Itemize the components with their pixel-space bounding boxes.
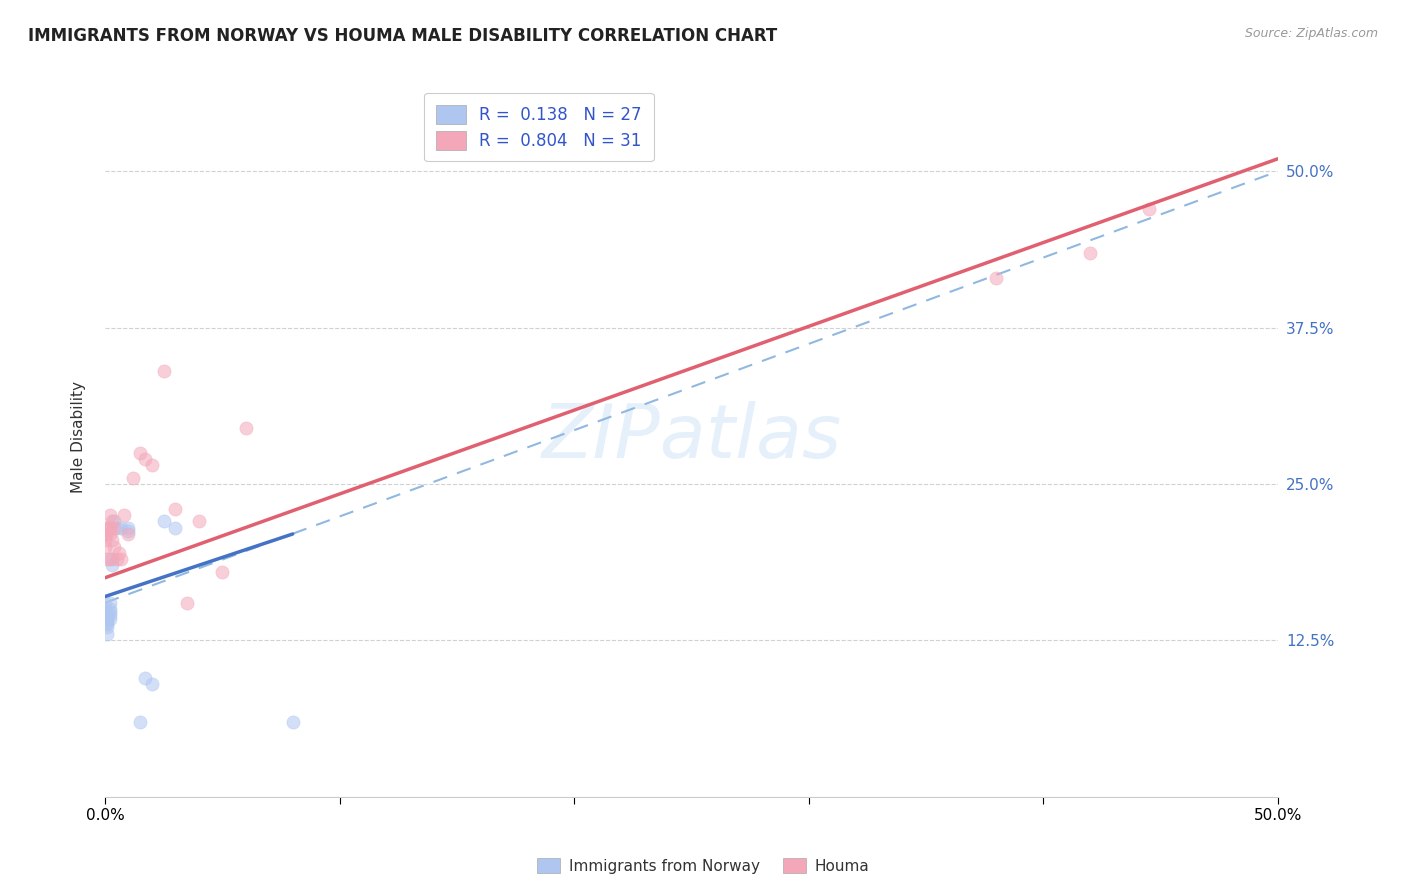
Point (98, 527, 121, 541)
Text: Source: ZipAtlas.com: Source: ZipAtlas.com (1244, 27, 1378, 40)
Point (96, 627, 118, 641)
Point (96, 608, 118, 623)
Point (94, 540, 117, 554)
Point (152, 515, 174, 529)
Point (98, 508, 121, 523)
Point (986, 270, 1008, 285)
Point (165, 521, 187, 535)
Point (98, 596, 121, 610)
Legend: R =  0.138   N = 27, R =  0.804   N = 31: R = 0.138 N = 27, R = 0.804 N = 31 (425, 93, 654, 161)
Point (101, 552, 124, 566)
Point (101, 515, 124, 529)
Point (117, 524, 139, 539)
Point (134, 671, 156, 685)
Point (98, 602, 121, 616)
Point (98, 605, 121, 619)
Point (94, 521, 117, 535)
Point (105, 552, 128, 566)
Point (122, 471, 145, 485)
Legend: Immigrants from Norway, Houma: Immigrants from Norway, Houma (530, 852, 876, 880)
Point (98, 608, 121, 623)
Point (105, 521, 128, 535)
Point (108, 546, 131, 560)
Y-axis label: Male Disability: Male Disability (72, 381, 86, 493)
Point (103, 540, 125, 554)
Point (141, 458, 163, 473)
Point (98, 521, 121, 535)
Point (152, 364, 174, 378)
Point (187, 515, 209, 529)
Point (103, 515, 125, 529)
Point (94, 602, 117, 616)
Point (1137, 202, 1160, 216)
Point (165, 502, 187, 516)
Point (112, 508, 135, 523)
Point (1078, 245, 1101, 260)
Point (176, 596, 198, 610)
Point (103, 521, 125, 535)
Point (101, 558, 124, 573)
Point (96, 527, 118, 541)
Point (101, 533, 124, 548)
Point (110, 552, 132, 566)
Point (94, 608, 117, 623)
Point (94, 533, 117, 548)
Point (117, 521, 139, 535)
Point (96, 619, 118, 633)
Point (98, 612, 121, 626)
Point (134, 452, 156, 467)
Point (96, 521, 118, 535)
Point (281, 714, 304, 729)
Point (94, 527, 117, 541)
Point (96, 552, 118, 566)
Point (235, 420, 257, 434)
Point (96, 612, 118, 626)
Point (117, 527, 139, 541)
Text: ZIPatlas: ZIPatlas (541, 401, 842, 473)
Point (96, 617, 118, 632)
Point (129, 446, 152, 460)
Point (141, 677, 163, 691)
Point (94, 596, 117, 610)
Text: IMMIGRANTS FROM NORWAY VS HOUMA MALE DISABILITY CORRELATION CHART: IMMIGRANTS FROM NORWAY VS HOUMA MALE DIS… (28, 27, 778, 45)
Point (96, 615, 118, 629)
Point (98, 552, 121, 566)
Point (110, 521, 132, 535)
Point (211, 565, 233, 579)
Point (129, 714, 152, 729)
